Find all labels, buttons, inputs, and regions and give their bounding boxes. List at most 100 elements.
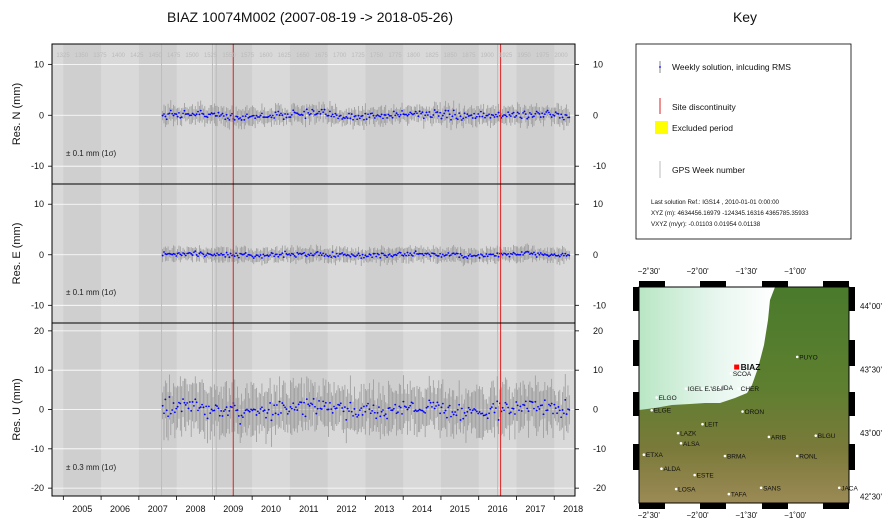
data-point xyxy=(443,411,446,414)
data-point xyxy=(171,253,174,256)
data-point xyxy=(233,119,236,121)
data-point xyxy=(305,398,308,401)
data-point xyxy=(558,409,561,412)
ytick-label-left: -10 xyxy=(31,300,44,310)
data-point xyxy=(505,254,508,256)
data-point xyxy=(310,252,312,255)
data-point xyxy=(273,117,276,119)
data-point xyxy=(172,114,175,117)
data-point xyxy=(172,402,175,404)
data-point xyxy=(178,111,180,114)
data-point xyxy=(285,253,288,255)
data-point xyxy=(311,108,314,111)
data-point xyxy=(418,408,421,411)
data-point xyxy=(539,116,542,118)
data-point xyxy=(384,413,387,416)
data-point xyxy=(326,254,329,257)
station-label: ALDA xyxy=(663,466,681,473)
data-point xyxy=(407,113,410,116)
data-point xyxy=(409,111,412,114)
data-point xyxy=(401,109,403,112)
data-point xyxy=(292,109,295,112)
data-point xyxy=(289,116,292,119)
data-point xyxy=(237,256,240,259)
data-point xyxy=(425,111,428,114)
data-point xyxy=(357,114,360,117)
data-point xyxy=(492,402,495,405)
data-point xyxy=(186,113,189,115)
data-point xyxy=(176,405,179,408)
xtick-label: 2005 xyxy=(72,504,92,514)
data-point xyxy=(422,254,425,257)
data-point xyxy=(561,252,564,255)
data-point xyxy=(256,410,259,413)
ytick-label-left: 10 xyxy=(34,59,44,69)
station-marker xyxy=(660,467,663,470)
data-point xyxy=(282,118,285,121)
data-point xyxy=(465,414,467,417)
data-point xyxy=(320,408,323,410)
data-point xyxy=(508,255,511,258)
data-point xyxy=(371,112,374,115)
data-point xyxy=(403,405,406,408)
data-point xyxy=(229,252,232,255)
data-point xyxy=(528,111,531,114)
data-point xyxy=(285,408,288,411)
data-point xyxy=(250,408,252,411)
data-point xyxy=(420,252,422,255)
data-point xyxy=(447,406,450,409)
data-point xyxy=(481,412,484,415)
data-point xyxy=(553,403,556,406)
xtick-label: 2018 xyxy=(563,504,583,514)
map-frame-ticks xyxy=(633,281,855,509)
data-point xyxy=(392,407,395,410)
data-point xyxy=(205,405,208,408)
data-point xyxy=(300,401,303,404)
data-point xyxy=(534,253,537,256)
data-point xyxy=(222,253,225,256)
data-point xyxy=(311,254,314,257)
data-point xyxy=(409,252,412,255)
data-point xyxy=(292,402,295,405)
data-point xyxy=(436,111,439,113)
data-point xyxy=(490,406,493,409)
data-point xyxy=(271,413,274,416)
data-point xyxy=(265,116,267,119)
data-point xyxy=(305,255,308,258)
data-point xyxy=(178,251,180,254)
data-point xyxy=(508,412,511,415)
data-point xyxy=(451,115,454,118)
data-point xyxy=(518,112,520,115)
data-point xyxy=(231,406,233,409)
station-marker xyxy=(814,434,818,437)
data-point xyxy=(364,410,367,413)
data-point xyxy=(416,112,418,115)
gps-week-label: 1975 xyxy=(536,53,550,59)
data-point xyxy=(446,253,448,256)
data-point xyxy=(552,412,554,415)
key-box xyxy=(635,43,852,240)
data-point xyxy=(338,115,341,118)
data-point xyxy=(428,399,431,402)
data-point xyxy=(194,398,197,401)
data-point xyxy=(564,252,567,255)
chart-title: BIAZ 10074M002 (2007-08-19 -> 2018-05-26… xyxy=(167,9,453,25)
data-point xyxy=(542,254,545,256)
data-point xyxy=(269,254,271,256)
data-point xyxy=(301,413,304,416)
data-point xyxy=(331,251,334,253)
data-point xyxy=(421,253,424,255)
data-point xyxy=(568,254,571,257)
data-point xyxy=(405,113,408,116)
data-point xyxy=(308,405,311,407)
data-point xyxy=(470,411,473,414)
data-point xyxy=(386,256,388,258)
data-point xyxy=(399,406,402,409)
data-point xyxy=(261,112,263,115)
data-point xyxy=(324,401,327,404)
data-point xyxy=(554,407,557,410)
data-point xyxy=(512,251,515,254)
data-point xyxy=(387,113,390,116)
data-point xyxy=(214,254,217,257)
data-point xyxy=(284,113,286,115)
